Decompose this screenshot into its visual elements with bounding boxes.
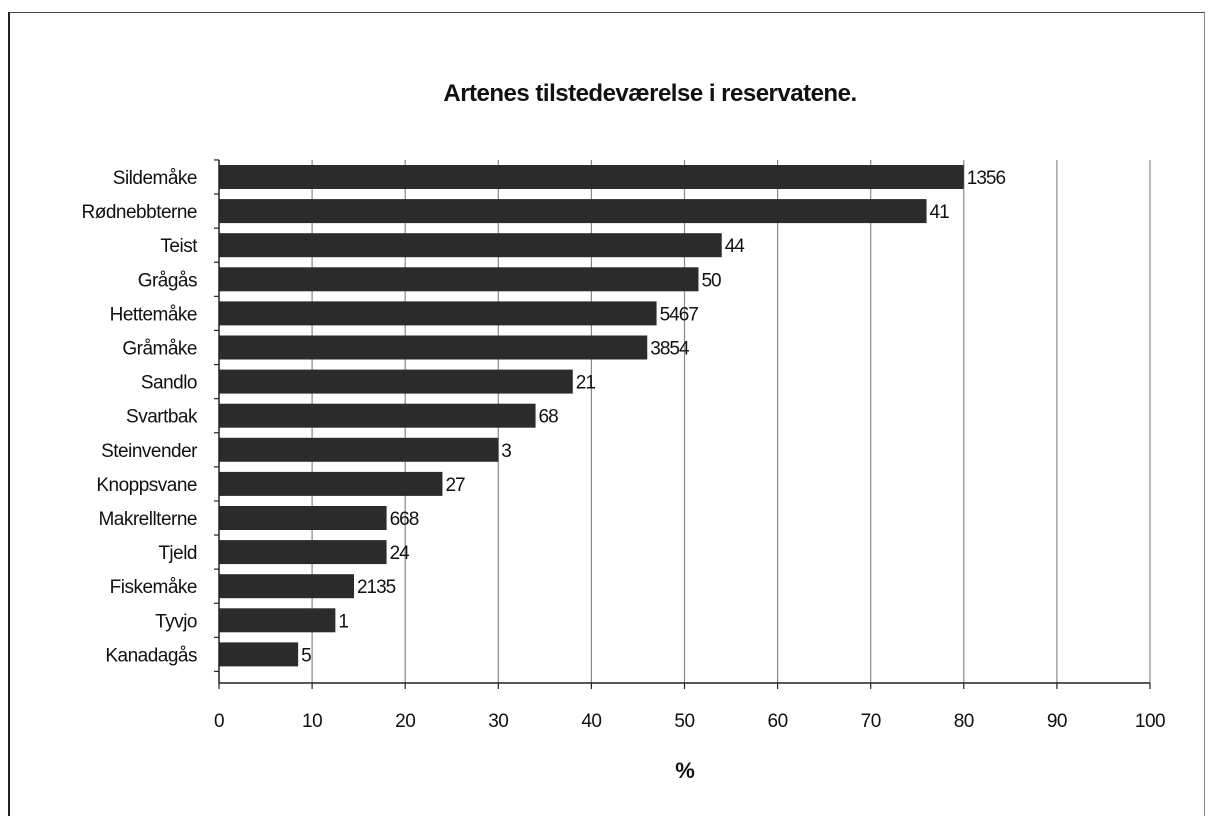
bar [219,199,927,223]
data-label: 1356 [967,168,1006,189]
data-label: 41 [930,202,950,223]
category-label: Sildemåke [113,168,197,189]
bar [219,608,335,632]
bar [219,642,298,666]
bar [219,233,722,257]
data-label: 24 [390,543,411,564]
bar [219,506,387,530]
x-tick-label: 90 [1047,711,1067,732]
bar [219,404,536,428]
bar [219,574,354,598]
x-axis-label: % [620,758,750,784]
data-label: 68 [539,407,559,428]
category-label: Teist [160,236,198,257]
category-label: Svartbak [126,407,198,428]
data-label: 1 [338,611,348,632]
data-label: 44 [725,236,746,257]
bar [219,438,498,462]
bar [219,301,657,325]
category-label: Makrellterne [98,509,197,530]
data-label: 3 [501,441,511,462]
data-label: 668 [390,509,419,530]
x-tick-label: 0 [214,711,224,732]
data-label: 21 [576,373,596,394]
category-label: Steinvender [101,441,198,462]
x-tick-label: 80 [954,711,974,732]
data-label: 5 [301,645,311,666]
x-tick-label: 70 [861,711,881,732]
x-tick-label: 50 [674,711,694,732]
data-label: 2135 [357,577,396,598]
x-tick-label: 30 [488,711,508,732]
data-label: 5467 [660,304,699,325]
data-label: 27 [445,475,465,496]
category-label: Knoppsvane [96,475,197,496]
bar [219,472,442,496]
x-tick-label: 40 [581,711,601,732]
data-label: 50 [701,270,721,291]
category-label: Kanadagås [105,645,197,666]
bar [219,336,647,360]
x-tick-label: 10 [302,711,322,732]
category-label: Rødnebbterne [82,202,197,223]
bar [219,165,964,189]
bar [219,370,573,394]
category-label: Fiskemåke [110,577,197,598]
category-label: Hettemåke [110,304,197,325]
x-tick-label: 20 [395,711,415,732]
category-label: Sandlo [141,373,197,394]
x-tick-label: 60 [768,711,788,732]
category-label: Tjeld [158,543,197,564]
category-label: Tyvjo [155,611,197,632]
category-label: Grågås [138,270,197,291]
category-label: Gråmåke [122,339,197,360]
bar [219,267,698,291]
data-label: 3854 [650,339,690,360]
x-tick-label: 100 [1135,711,1165,732]
bar [219,540,387,564]
